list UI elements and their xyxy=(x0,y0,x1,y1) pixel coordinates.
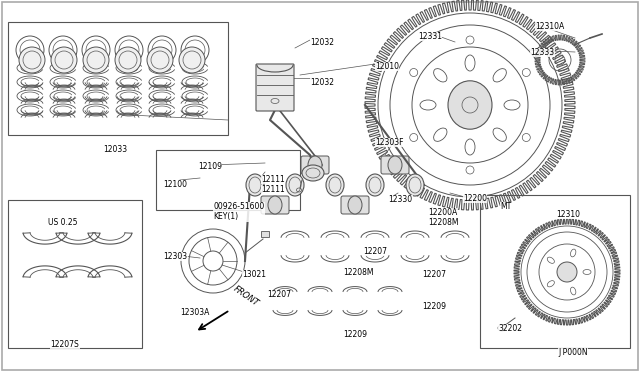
Bar xyxy=(261,231,269,237)
Text: 12200A: 12200A xyxy=(428,208,457,217)
Text: FRONT: FRONT xyxy=(232,284,260,308)
Bar xyxy=(156,150,300,210)
Ellipse shape xyxy=(448,81,492,129)
Text: 12033: 12033 xyxy=(103,145,127,154)
Text: 12310: 12310 xyxy=(556,210,580,219)
Circle shape xyxy=(19,47,45,73)
Text: 12032: 12032 xyxy=(310,38,334,47)
Text: 12303A: 12303A xyxy=(180,308,209,317)
Text: 12333: 12333 xyxy=(530,48,554,57)
Ellipse shape xyxy=(268,196,282,214)
FancyBboxPatch shape xyxy=(301,156,329,174)
Ellipse shape xyxy=(366,174,384,196)
Circle shape xyxy=(51,47,77,73)
Ellipse shape xyxy=(308,156,322,174)
Ellipse shape xyxy=(286,174,304,196)
Bar xyxy=(8,200,142,348)
Text: 12330: 12330 xyxy=(388,195,412,204)
Text: 32202: 32202 xyxy=(498,324,522,333)
FancyBboxPatch shape xyxy=(381,156,409,174)
Bar xyxy=(8,22,228,135)
Text: 12010: 12010 xyxy=(375,62,399,71)
Circle shape xyxy=(179,47,205,73)
Text: 12032: 12032 xyxy=(310,78,334,87)
Text: 12200: 12200 xyxy=(463,194,487,203)
Text: 12100: 12100 xyxy=(163,180,187,189)
Circle shape xyxy=(147,47,173,73)
Text: 12111: 12111 xyxy=(261,175,285,184)
Text: 12303F: 12303F xyxy=(375,138,403,147)
Text: 12109: 12109 xyxy=(198,162,222,171)
FancyBboxPatch shape xyxy=(341,196,369,214)
Text: 12209: 12209 xyxy=(343,330,367,339)
Circle shape xyxy=(83,47,109,73)
Text: 12207: 12207 xyxy=(363,247,387,256)
Ellipse shape xyxy=(326,174,344,196)
Text: 12207S: 12207S xyxy=(51,340,79,349)
Ellipse shape xyxy=(348,196,362,214)
Ellipse shape xyxy=(406,174,424,196)
Text: MT: MT xyxy=(500,202,511,211)
FancyBboxPatch shape xyxy=(261,196,289,214)
Text: J P000N: J P000N xyxy=(558,348,588,357)
Text: 12207: 12207 xyxy=(422,270,446,279)
Text: 12111: 12111 xyxy=(261,185,285,194)
Bar xyxy=(480,195,630,348)
Ellipse shape xyxy=(557,262,577,282)
Text: 00926-51600
KEY(1): 00926-51600 KEY(1) xyxy=(213,202,264,221)
Text: US 0.25: US 0.25 xyxy=(48,218,77,227)
Ellipse shape xyxy=(388,156,402,174)
Text: 12331: 12331 xyxy=(418,32,442,41)
Text: 12209: 12209 xyxy=(422,302,446,311)
Ellipse shape xyxy=(302,165,324,181)
FancyBboxPatch shape xyxy=(256,64,294,111)
Ellipse shape xyxy=(246,174,264,196)
Text: 12208M: 12208M xyxy=(428,218,458,227)
Text: 12207: 12207 xyxy=(267,290,291,299)
Text: 13021: 13021 xyxy=(242,270,266,279)
Text: 12310A: 12310A xyxy=(535,22,564,31)
Circle shape xyxy=(115,47,141,73)
Text: 12303: 12303 xyxy=(163,252,187,261)
Text: 12208M: 12208M xyxy=(343,268,374,277)
